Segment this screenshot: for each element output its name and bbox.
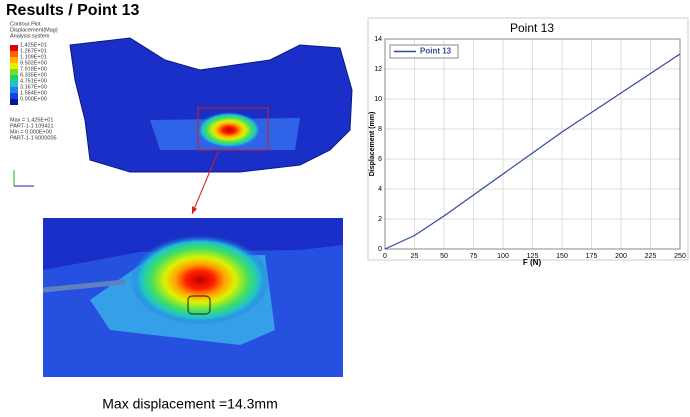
legend-level: 1.109E+01 — [20, 54, 47, 60]
legend-level: 0.000E+00 — [20, 96, 47, 102]
x-tick-label: 175 — [586, 253, 598, 260]
fea-render-top — [69, 37, 353, 215]
y-tick-label: 0 — [378, 246, 382, 253]
slide-title: Results / Point 13 — [6, 2, 139, 19]
series-line — [384, 53, 681, 250]
legend-header: Contour Plot — [10, 21, 41, 27]
x-tick-label: 100 — [497, 253, 509, 260]
y-axis-label: Displacement (mm) — [369, 112, 376, 177]
y-tick-label: 6 — [378, 156, 382, 163]
legend-box — [389, 44, 459, 59]
legend-level: 4.751E+00 — [20, 78, 47, 84]
legend-level: 3.167E+00 — [20, 84, 47, 90]
y-tick-label: 8 — [378, 126, 382, 133]
axis-triad — [13, 170, 34, 187]
x-tick-label: 50 — [440, 253, 448, 260]
legend-level: 1.425E+01 — [20, 42, 47, 48]
legend-footer: Max = 1.425E+01 — [10, 117, 53, 123]
legend-level: 9.502E+00 — [20, 60, 47, 66]
legend-color — [10, 69, 18, 75]
chart-title: Point 13 — [510, 21, 554, 35]
x-tick-label: 75 — [470, 253, 478, 260]
legend-color — [10, 93, 18, 99]
x-tick-label: 125 — [527, 253, 539, 260]
y-tick-label: 2 — [378, 216, 382, 223]
legend-color — [10, 81, 18, 87]
legend-footer: PART-1-1 6000005 — [10, 135, 57, 141]
x-axis-label: F (N) — [523, 258, 542, 267]
legend-color — [10, 75, 18, 81]
legend-color — [10, 45, 18, 51]
y-tick-label: 12 — [374, 66, 382, 73]
legend-color — [10, 99, 18, 105]
x-tick-label: 150 — [556, 253, 568, 260]
legend-level: 1.267E+01 — [20, 48, 47, 54]
legend-level: 1.584E+00 — [20, 90, 47, 96]
legend-header: Displacement(Mag) — [10, 27, 58, 33]
legend-color — [10, 51, 18, 57]
fea-render-zoom — [42, 218, 343, 377]
legend-label: Point 13 — [420, 47, 452, 56]
caption: Max displacement =14.3mm — [102, 396, 277, 412]
legend-level: 6.335E+00 — [20, 72, 47, 78]
legend-header: Analysis system — [10, 33, 50, 39]
y-tick-label: 4 — [378, 186, 382, 193]
legend-level: 7.918E+00 — [20, 66, 47, 72]
y-tick-label: 14 — [374, 36, 382, 43]
y-tick-label: 10 — [374, 96, 382, 103]
x-tick-label: 250 — [674, 253, 686, 260]
x-tick-label: 0 — [383, 253, 387, 260]
x-tick-label: 200 — [615, 253, 627, 260]
x-tick-label: 25 — [411, 253, 419, 260]
legend-footer: PART-1-1 109421 — [10, 123, 54, 129]
plot-frame — [384, 38, 681, 250]
legend-color — [10, 87, 18, 93]
legend-color — [10, 57, 18, 63]
legend-color — [10, 63, 18, 69]
legend-footer: Min = 0.000E+00 — [10, 129, 52, 135]
x-tick-label: 225 — [645, 253, 657, 260]
